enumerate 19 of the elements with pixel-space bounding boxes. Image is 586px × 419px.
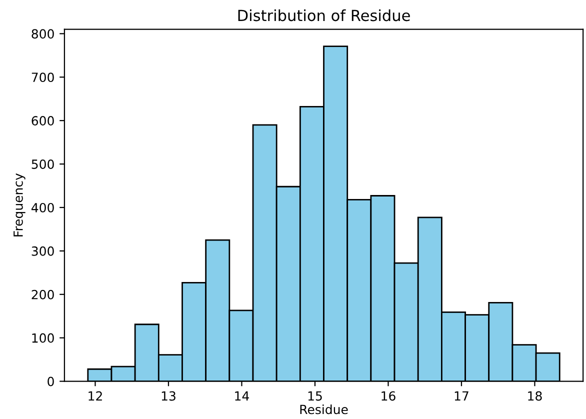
y-axis-title: Frequency	[14, 173, 26, 236]
y-tick-label: 500	[32, 160, 54, 169]
x-tick-label: 18	[528, 391, 542, 401]
y-tick-label: 0	[48, 376, 54, 386]
y-tick-label: 400	[31, 202, 54, 212]
x-tick-label: 15	[308, 391, 322, 401]
x-tick-label: 12	[88, 391, 102, 401]
x-tick-label: 14	[235, 391, 249, 401]
chart-title: Distribution of Residue	[238, 9, 410, 22]
y-tick-label: 700	[32, 72, 54, 82]
y-tick-label: 100	[32, 333, 54, 343]
x-tick-label: 16	[382, 391, 396, 401]
y-tick-label: 800	[32, 29, 54, 39]
x-tick-label: 13	[162, 391, 176, 401]
x-tick-label: 17	[454, 391, 468, 401]
y-tick-label: 300	[32, 246, 54, 256]
x-axis-title: Residue	[300, 404, 348, 414]
y-tick-label: 200	[32, 290, 54, 300]
y-tick-label: 600	[32, 116, 54, 126]
